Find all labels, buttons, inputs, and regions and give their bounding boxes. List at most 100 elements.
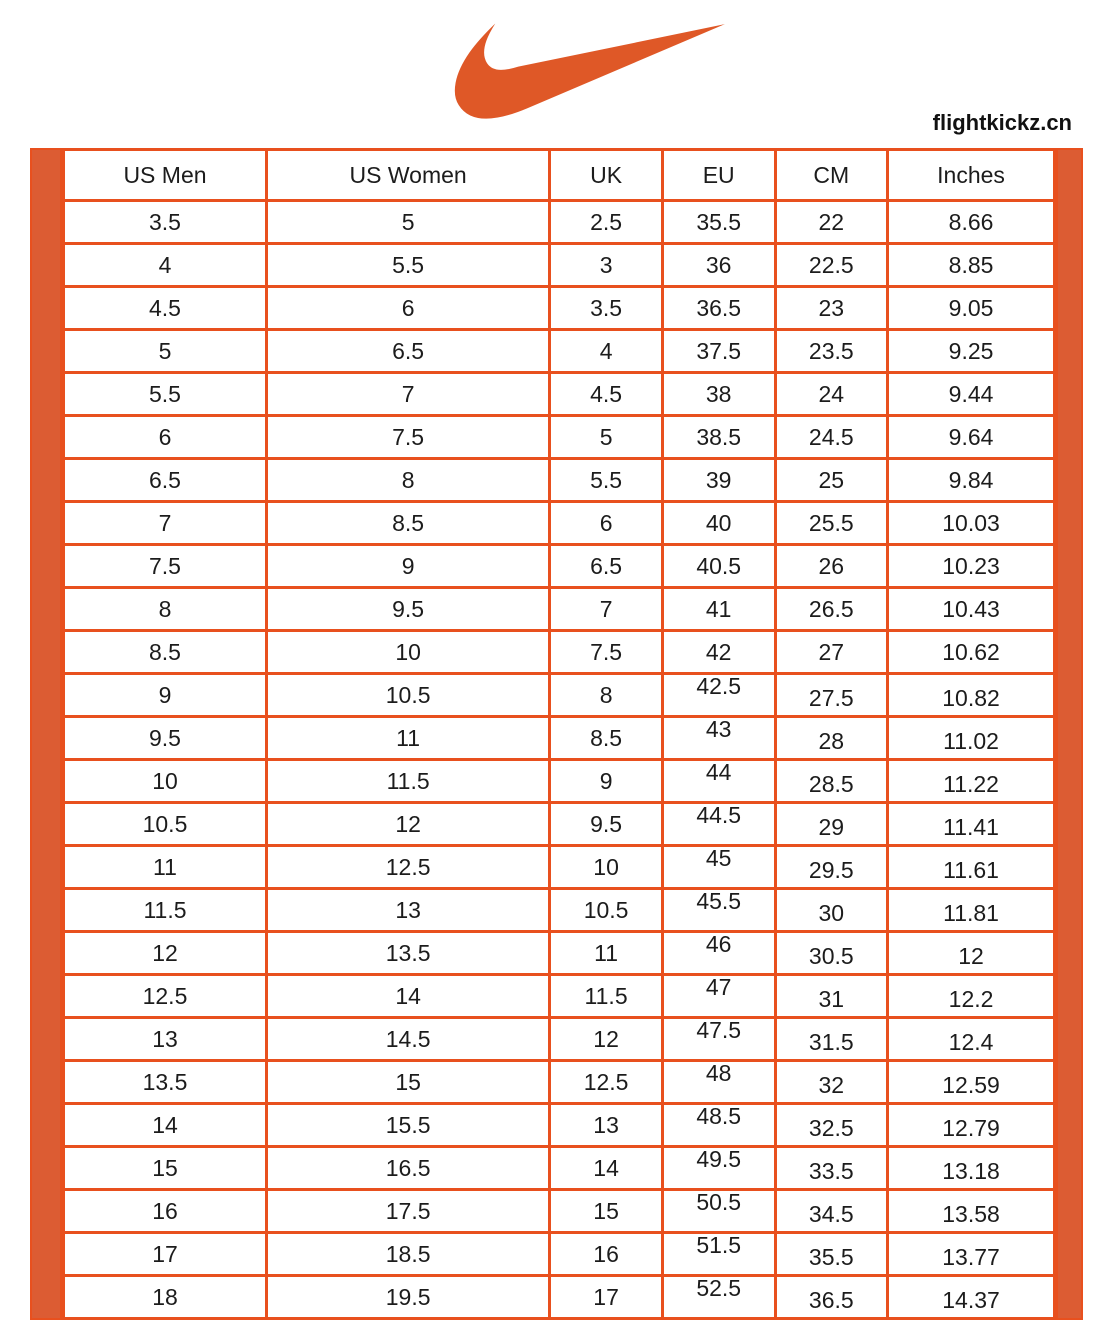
size-cell: 11.22 <box>886 758 1056 804</box>
size-cell: 12.4 <box>886 1016 1056 1062</box>
size-cell: 12 <box>264 801 552 847</box>
table-row: 7.5 9 6.5 40.5 26 10.23 <box>62 543 1056 589</box>
size-cell: 45 <box>660 844 777 890</box>
size-cell: 31 <box>773 973 890 1019</box>
size-cell: 6.5 <box>264 328 552 374</box>
size-cell: 42.5 <box>660 672 777 718</box>
size-cell: 8.5 <box>548 715 664 761</box>
table-row: 7 8.5 6 40 25.5 10.03 <box>62 500 1056 546</box>
size-cell: 30.5 <box>773 930 890 976</box>
right-accent-bar <box>1056 148 1083 1320</box>
size-cell: 15 <box>548 1188 664 1234</box>
table-row: 11.5 13 10.5 45.5 30 11.81 <box>62 887 1056 933</box>
size-cell: 10.43 <box>886 586 1056 632</box>
size-cell: 10.82 <box>886 672 1056 718</box>
table-row: 12 13.5 11 46 30.5 12 <box>62 930 1056 976</box>
size-cell: 10.5 <box>264 672 552 718</box>
size-cell: 7.5 <box>264 414 552 460</box>
size-cell: 9.5 <box>548 801 664 847</box>
table-row: 14 15.5 13 48.5 32.5 12.79 <box>62 1102 1056 1148</box>
table-row: 18 19.5 17 52.5 36.5 14.37 <box>62 1274 1056 1320</box>
size-cell: 13 <box>264 887 552 933</box>
watermark-text: flightkickz.cn <box>932 110 1072 135</box>
size-cell: 28.5 <box>773 758 890 804</box>
size-cell: 30 <box>773 887 890 933</box>
size-cell: 36.5 <box>660 285 777 331</box>
table-row: 9.5 11 8.5 43 28 11.02 <box>62 715 1056 761</box>
size-cell: 42 <box>660 629 777 675</box>
size-cell: 43 <box>660 715 777 761</box>
size-cell: 4 <box>548 328 664 374</box>
size-cell: 44 <box>660 758 777 804</box>
header-row: US Men US Women UK EU CM Inches <box>62 148 1056 202</box>
size-cell: 7 <box>264 371 552 417</box>
size-cell: 11 <box>62 844 268 890</box>
page-header: flightkickz.cn <box>0 0 1100 148</box>
size-cell: 4.5 <box>548 371 664 417</box>
size-cell: 16.5 <box>264 1145 552 1191</box>
size-cell: 8.5 <box>264 500 552 546</box>
size-cell: 14.5 <box>264 1016 552 1062</box>
size-cell: 13.5 <box>264 930 552 976</box>
size-cell: 39 <box>660 457 777 503</box>
size-cell: 50.5 <box>660 1188 777 1234</box>
size-cell: 16 <box>548 1231 664 1277</box>
size-cell: 5.5 <box>548 457 664 503</box>
size-cell: 23 <box>773 285 890 331</box>
table-row: 17 18.5 16 51.5 35.5 13.77 <box>62 1231 1056 1277</box>
size-cell: 33.5 <box>773 1145 890 1191</box>
size-cell: 36 <box>660 242 777 288</box>
size-cell: 3.5 <box>62 199 268 245</box>
size-cell: 12.59 <box>886 1059 1056 1105</box>
size-cell: 51.5 <box>660 1231 777 1277</box>
size-cell: 48.5 <box>660 1102 777 1148</box>
size-cell: 24 <box>773 371 890 417</box>
size-cell: 12 <box>886 930 1056 976</box>
size-cell: 8.5 <box>62 629 268 675</box>
size-cell: 10.23 <box>886 543 1056 589</box>
size-cell: 12.79 <box>886 1102 1056 1148</box>
column-header: UK <box>548 148 664 202</box>
size-cell: 11.02 <box>886 715 1056 761</box>
size-cell: 13.5 <box>62 1059 268 1105</box>
size-cell: 35.5 <box>660 199 777 245</box>
size-cell: 9 <box>548 758 664 804</box>
size-cell: 11.81 <box>886 887 1056 933</box>
size-cell: 13.58 <box>886 1188 1056 1234</box>
size-cell: 5 <box>548 414 664 460</box>
size-cell: 8 <box>62 586 268 632</box>
size-cell: 25 <box>773 457 890 503</box>
size-cell: 18 <box>62 1274 268 1320</box>
size-cell: 15 <box>62 1145 268 1191</box>
size-cell: 10 <box>62 758 268 804</box>
size-cell: 40 <box>660 500 777 546</box>
table-row: 10 11.5 9 44 28.5 11.22 <box>62 758 1056 804</box>
size-cell: 26 <box>773 543 890 589</box>
size-cell: 6.5 <box>62 457 268 503</box>
size-cell: 9.25 <box>886 328 1056 374</box>
size-cell: 48 <box>660 1059 777 1105</box>
table-row: 4.5 6 3.5 36.5 23 9.05 <box>62 285 1056 331</box>
size-cell: 32 <box>773 1059 890 1105</box>
size-cell: 8.85 <box>886 242 1056 288</box>
size-cell: 10 <box>264 629 552 675</box>
table-row: 8 9.5 7 41 26.5 10.43 <box>62 586 1056 632</box>
size-cell: 38 <box>660 371 777 417</box>
size-cell: 13 <box>62 1016 268 1062</box>
size-cell: 31.5 <box>773 1016 890 1062</box>
size-cell: 14.37 <box>886 1274 1056 1320</box>
size-cell: 6 <box>264 285 552 331</box>
column-header: Inches <box>886 148 1056 202</box>
column-header: EU <box>660 148 777 202</box>
size-cell: 15.5 <box>264 1102 552 1148</box>
size-cell: 9 <box>264 543 552 589</box>
size-cell: 9.64 <box>886 414 1056 460</box>
size-cell: 11 <box>548 930 664 976</box>
size-cell: 46 <box>660 930 777 976</box>
size-cell: 10.03 <box>886 500 1056 546</box>
size-cell: 9 <box>62 672 268 718</box>
table-row: 5 6.5 4 37.5 23.5 9.25 <box>62 328 1056 374</box>
size-cell: 9.5 <box>264 586 552 632</box>
size-cell: 6 <box>62 414 268 460</box>
left-accent-bar <box>30 148 62 1320</box>
